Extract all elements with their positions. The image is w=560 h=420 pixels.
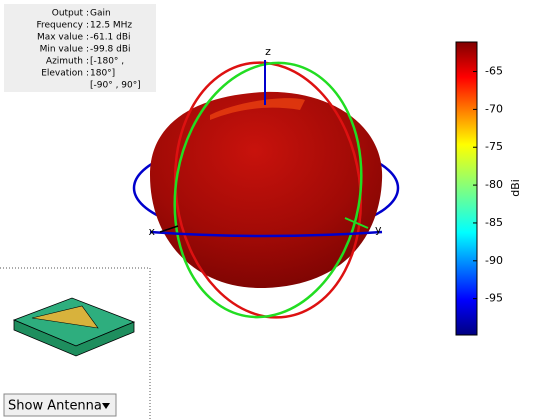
pattern-surface — [150, 91, 383, 289]
info-value: Gain — [90, 9, 111, 19]
info-sep: : — [86, 57, 89, 67]
info-value: -61.1 dBi — [90, 33, 131, 43]
info-sep: : — [86, 9, 89, 19]
elevation-circle — [173, 61, 363, 319]
dropdown-label[interactable]: Show Antenna — [8, 399, 102, 414]
info-value: 12.5 MHz — [90, 21, 132, 31]
y-axis — [344, 217, 369, 229]
colorbar — [455, 41, 478, 336]
info-value: [-180° , — [90, 57, 124, 67]
colorbar-tick-label: -80 — [485, 178, 503, 191]
colorbar-ticks: -65 -70 -75 -80 -85 -90 -95 — [473, 65, 503, 305]
info-label: Min value — [40, 45, 84, 55]
dropdown-arrow[interactable] — [102, 403, 110, 409]
colorbar-label: dBi — [509, 179, 522, 197]
info-panel — [4, 4, 156, 92]
azimuth-front — [149, 230, 383, 238]
info-sep: : — [86, 45, 89, 55]
info-label: Max value — [37, 33, 84, 43]
colorbar-tick-label: -75 — [485, 140, 503, 153]
pattern-highlight — [210, 98, 305, 120]
colorbar-tick-label: -65 — [485, 65, 503, 78]
colorbar-tick-label: -90 — [485, 254, 503, 267]
x-axis — [159, 225, 179, 233]
info-label: Azimuth — [46, 57, 83, 67]
antenna-panel — [0, 267, 151, 420]
info-value: -99.8 dBi — [90, 45, 131, 55]
y-label: y — [375, 223, 382, 236]
antenna-patch — [31, 305, 99, 329]
info-sep: : — [86, 69, 89, 79]
colorbar-tick-label: -70 — [485, 102, 503, 115]
colorbar-tick-label: -95 — [485, 292, 503, 305]
x-label: x — [148, 225, 155, 238]
colorbar-tick-label: -85 — [485, 216, 503, 229]
info-value: 180°] — [90, 69, 115, 79]
antenna-side — [13, 319, 135, 357]
show-antenna-dropdown[interactable] — [3, 393, 117, 417]
info-sep: : — [86, 21, 89, 31]
elevation-circle-2 — [173, 61, 363, 319]
info-value: [-90° , 90°] — [90, 81, 141, 91]
z-label: z — [265, 45, 271, 58]
info-label: Output — [52, 9, 84, 19]
info-sep: : — [86, 33, 89, 43]
info-label: Elevation — [41, 69, 83, 79]
info-label: Frequency — [37, 21, 84, 31]
